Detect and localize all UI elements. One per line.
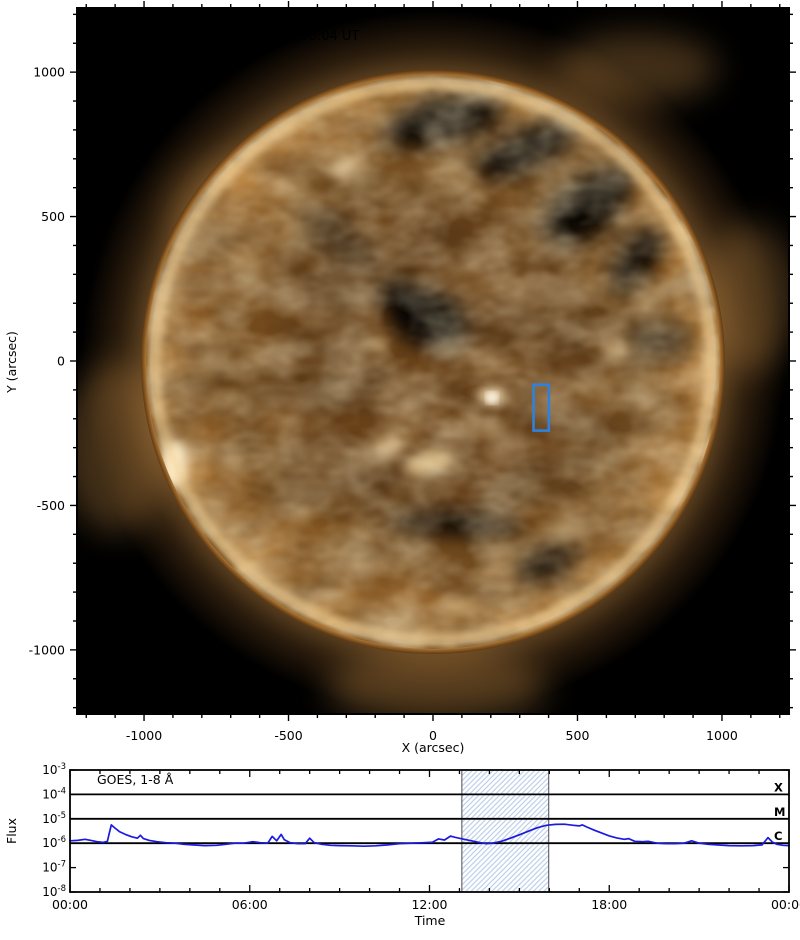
time-tick-label: 00:00	[771, 897, 800, 912]
x-tick-label: -500	[274, 728, 302, 743]
time-tick-label: 00:00	[52, 897, 88, 912]
flux-tick-label: 10-7	[42, 860, 66, 875]
goes-legend: GOES, 1-8 Å	[97, 772, 174, 787]
sun-yaxis-label: Y (arcsec)	[4, 331, 19, 394]
x-tick-label: -1000	[126, 728, 162, 743]
flux-tick-label: 10-3	[42, 762, 66, 777]
bright-limb-ring	[153, 82, 713, 642]
solar-disk-detail	[146, 75, 720, 649]
sun-xaxis-label: X (arcsec)	[402, 740, 465, 755]
x-tick-label: 1000	[706, 728, 738, 743]
x-tick-label: 500	[566, 728, 590, 743]
y-tick-label: 500	[41, 209, 65, 224]
flare-class-label: X	[774, 780, 783, 794]
y-tick-label: -1000	[29, 642, 65, 657]
goes-yaxis-label: Flux	[4, 818, 19, 844]
flare-class-label: C	[774, 829, 782, 843]
time-tick-label: 12:00	[411, 897, 447, 912]
goes-flux-curve	[69, 823, 790, 848]
x-tick-label: 0	[429, 728, 437, 743]
y-tick-label: -500	[37, 498, 65, 513]
sun-plot: AIA 0193, 17-Nov-2025, 12:00:04 UT -1000…	[4, 1, 796, 755]
sun-axis-ticks	[70, 1, 796, 721]
flare-class-label: M	[774, 805, 785, 819]
sun-image-title: AIA 0193, 17-Nov-2025, 12:00:04 UT	[120, 29, 359, 44]
target-region-annotation-box	[532, 383, 551, 432]
time-tick-label: 18:00	[591, 897, 627, 912]
flux-tick-label: 10-5	[42, 811, 66, 826]
aia-sun-image	[77, 8, 789, 714]
disk-bright-texture	[146, 75, 720, 649]
sun-tick-labels: -1000 -500 0 500 1000 1000 500 0 -500 -1000	[29, 65, 738, 743]
hatched-region	[461, 771, 549, 891]
goes-xaxis-label: Time	[414, 913, 446, 928]
y-tick-label: 1000	[33, 65, 65, 80]
time-tick-label: 06:00	[232, 897, 268, 912]
y-tick-label: 0	[57, 354, 65, 369]
flux-tick-label: 10-4	[42, 786, 66, 801]
goes-plot-frame	[69, 769, 790, 893]
flux-tick-label: 10-6	[42, 835, 66, 850]
